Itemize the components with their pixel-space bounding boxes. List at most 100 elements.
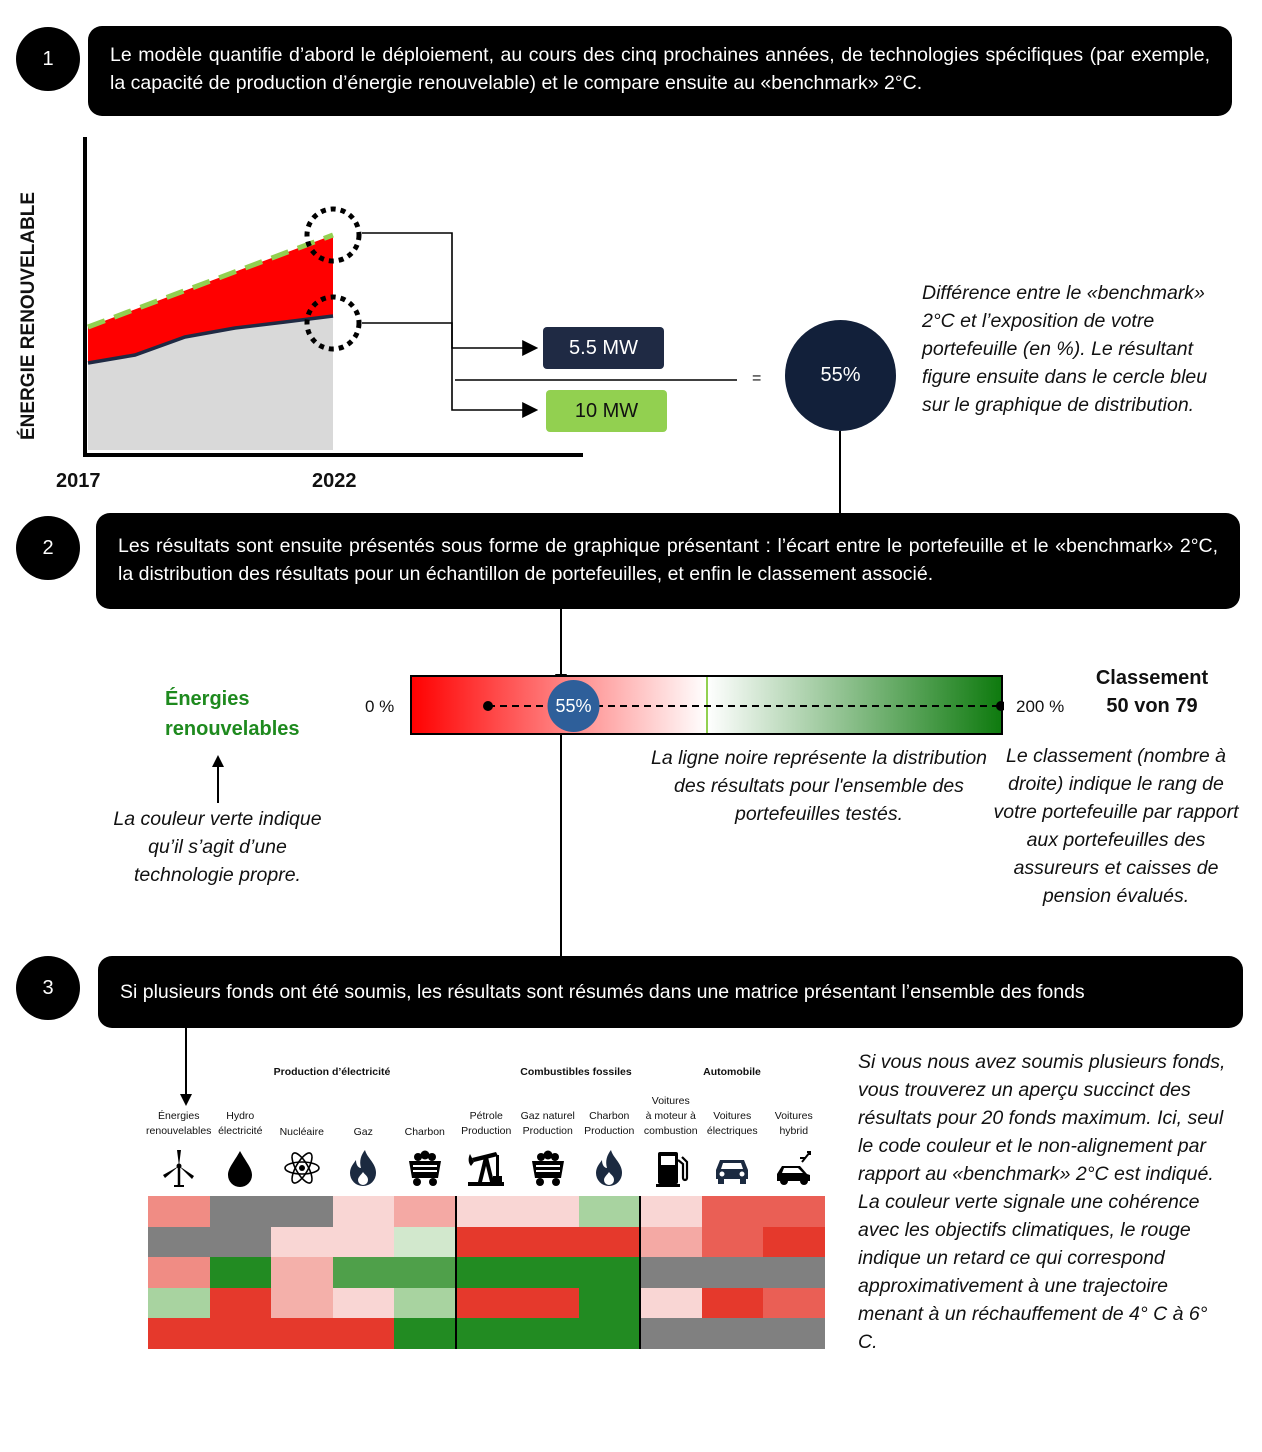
step2-connector — [555, 608, 567, 958]
column-label: Énergies renouvelables — [146, 1110, 212, 1137]
ranking-note: Le classement (nombre à droite) indique … — [993, 745, 1239, 907]
matrix-cell — [209, 1257, 271, 1288]
hybrid-car-icon — [774, 1148, 814, 1188]
tech-arrow — [212, 755, 224, 803]
wind-turbine-icon — [159, 1148, 199, 1188]
matrix-cell — [701, 1318, 763, 1349]
matrix-cell — [763, 1226, 825, 1258]
difference-note: Différence entre le «benchmark» 2°C et l… — [922, 282, 1208, 416]
matrix-cell — [517, 1196, 579, 1227]
coal-cart-icon — [528, 1148, 568, 1188]
ranking-block: Classement 50 von 79 — [1082, 664, 1222, 720]
scale-min-label: 0 % — [365, 697, 395, 716]
matrix-cell — [701, 1226, 763, 1258]
distribution-start-dot — [483, 701, 493, 711]
column-label: Charbon Production — [584, 1110, 635, 1137]
matrix-cell — [455, 1226, 517, 1258]
matrix-cell — [578, 1257, 640, 1288]
column-label: Charbon — [404, 1125, 445, 1138]
benchmark-end-marker — [304, 206, 362, 264]
column-label: Gaz — [353, 1125, 373, 1138]
portfolio-marker-label: 55% — [556, 696, 592, 716]
matrix-cell — [394, 1287, 456, 1319]
step-3-text: Si plusieurs fonds ont été soumis, les r… — [120, 981, 1085, 1003]
matrix-cell — [578, 1226, 640, 1258]
matrix-cell — [455, 1257, 517, 1288]
matrix-divider-1 — [455, 1196, 457, 1349]
result-connector — [839, 431, 841, 513]
portfolio-end-marker — [304, 294, 362, 352]
benchmark-line — [87, 232, 334, 330]
column-label: Voitures à moteur à combustion — [643, 1094, 698, 1137]
matrix-cell — [578, 1196, 640, 1227]
portfolio-area — [88, 316, 333, 450]
matrix-cell — [517, 1257, 579, 1288]
matrix-cell — [332, 1196, 394, 1227]
matrix-cell — [271, 1226, 333, 1258]
matrix-cell — [271, 1257, 333, 1288]
scale-max-label: 200 % — [1016, 697, 1065, 716]
matrix-cell — [517, 1318, 579, 1349]
portfolio-marker — [547, 680, 600, 732]
step-number-3: 3 — [16, 956, 80, 1020]
distribution-note: La ligne noire représente la distributio… — [650, 747, 988, 825]
matrix-cell — [394, 1257, 456, 1288]
matrix-cell — [332, 1318, 394, 1349]
distribution-bar: 55% — [410, 675, 1004, 735]
gap-area — [88, 235, 333, 363]
ranking-title: Classement — [1095, 667, 1209, 689]
car-icon — [712, 1148, 752, 1188]
tech-note: La couleur verte indique qu’il s’agit d’… — [113, 808, 322, 886]
step-1-box: Le modèle quantifie d’abord le déploieme… — [88, 26, 1232, 116]
matrix-cell — [517, 1226, 579, 1258]
matrix-cell — [455, 1287, 517, 1319]
matrix-cell — [271, 1318, 333, 1349]
matrix-cell — [763, 1318, 825, 1349]
matrix-divider-2 — [639, 1196, 641, 1349]
column-label: Voitures électriques — [706, 1110, 758, 1137]
matrix-cell — [455, 1318, 517, 1349]
matrix-cell — [394, 1226, 456, 1258]
matrix-cell — [332, 1287, 394, 1319]
oil-pump-icon — [466, 1148, 506, 1188]
atom-icon — [282, 1148, 322, 1188]
matrix-cell — [640, 1257, 702, 1288]
matrix-cell — [517, 1287, 579, 1319]
flame-icon — [343, 1148, 383, 1188]
matrix-cell — [578, 1287, 640, 1319]
matrix-cell — [763, 1196, 825, 1227]
matrix-cell — [701, 1257, 763, 1288]
column-label: Pétrole Production — [461, 1110, 512, 1137]
y-axis-label: ÉNERGIE RENOUVELABLE — [18, 191, 39, 440]
matrix-cell — [271, 1196, 333, 1227]
column-label: Nucléaire — [279, 1125, 324, 1138]
matrix-cell — [148, 1287, 210, 1319]
x-axis-end: 2022 — [312, 470, 357, 492]
tech-label: Énergies renouvelables — [165, 688, 300, 740]
matrix-cell — [640, 1226, 702, 1258]
matrix-cell — [209, 1226, 271, 1258]
matrix-cell — [640, 1318, 702, 1349]
step-1-text: Le modèle quantifie d’abord le déploieme… — [110, 44, 1210, 94]
matrix-cell — [578, 1318, 640, 1349]
step-2-box: Les résultats sont ensuite présentés sou… — [96, 513, 1240, 609]
benchmark-mw-box: 10 MW — [546, 390, 667, 432]
result-circle: 55% — [785, 320, 896, 431]
category-electricity: Production d’électricité — [273, 1066, 391, 1078]
step-3-box: Si plusieurs fonds ont été soumis, les r… — [98, 956, 1243, 1028]
renewable-energy-chart — [83, 137, 583, 457]
matrix-cell — [640, 1287, 702, 1319]
column-label: Voitures hybrid — [774, 1110, 813, 1137]
category-fossil: Combustibles fossiles — [520, 1066, 632, 1078]
distribution-end-dot — [996, 701, 1004, 711]
connector-lines — [362, 232, 737, 418]
matrix-cell — [332, 1226, 394, 1258]
matrix-cell — [394, 1318, 456, 1349]
matrix-cell — [209, 1318, 271, 1349]
matrix-cell — [701, 1196, 763, 1227]
flame-icon — [589, 1148, 629, 1188]
matrix-cell — [148, 1196, 210, 1227]
water-drop-icon — [220, 1148, 260, 1188]
matrix-note: Si vous nous avez soumis plusieurs fonds… — [858, 1051, 1226, 1353]
matrix-cell — [148, 1226, 210, 1258]
